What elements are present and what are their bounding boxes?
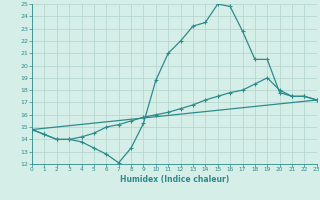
X-axis label: Humidex (Indice chaleur): Humidex (Indice chaleur) <box>120 175 229 184</box>
